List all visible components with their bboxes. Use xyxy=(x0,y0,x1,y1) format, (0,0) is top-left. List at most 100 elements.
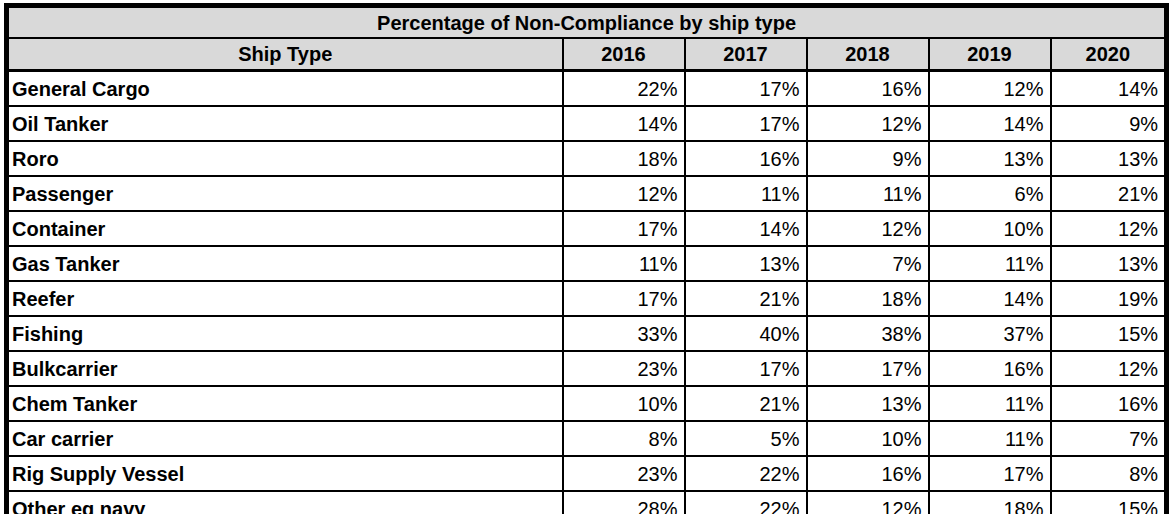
table-row: Container17%14%12%10%12% xyxy=(7,211,1167,246)
table-title: Percentage of Non-Compliance by ship typ… xyxy=(7,6,1167,39)
ship-type-cell: Gas Tanker xyxy=(7,246,563,281)
value-cell: 19% xyxy=(1051,281,1167,316)
column-header-year-2016: 2016 xyxy=(563,38,685,71)
value-cell: 14% xyxy=(563,106,685,141)
value-cell: 15% xyxy=(1051,491,1167,514)
value-cell: 11% xyxy=(929,421,1051,456)
value-cell: 9% xyxy=(807,141,929,176)
value-cell: 28% xyxy=(563,491,685,514)
ship-type-cell: Car carrier xyxy=(7,421,563,456)
ship-type-cell: Bulkcarrier xyxy=(7,351,563,386)
value-cell: 8% xyxy=(563,421,685,456)
value-cell: 21% xyxy=(685,281,807,316)
table-row: Rig Supply Vessel23%22%16%17%8% xyxy=(7,456,1167,491)
value-cell: 13% xyxy=(1051,141,1167,176)
value-cell: 8% xyxy=(1051,456,1167,491)
value-cell: 16% xyxy=(807,456,929,491)
value-cell: 18% xyxy=(929,491,1051,514)
value-cell: 21% xyxy=(1051,176,1167,211)
value-cell: 22% xyxy=(563,71,685,107)
table-header-row: Ship Type20162017201820192020 xyxy=(7,38,1167,71)
column-header-year-2018: 2018 xyxy=(807,38,929,71)
value-cell: 6% xyxy=(929,176,1051,211)
value-cell: 10% xyxy=(807,421,929,456)
value-cell: 11% xyxy=(929,246,1051,281)
value-cell: 22% xyxy=(685,456,807,491)
value-cell: 17% xyxy=(563,211,685,246)
non-compliance-table: Percentage of Non-Compliance by ship typ… xyxy=(4,3,1169,514)
ship-type-cell: Container xyxy=(7,211,563,246)
value-cell: 17% xyxy=(929,456,1051,491)
table-row: General Cargo22%17%16%12%14% xyxy=(7,71,1167,107)
table-row: Chem Tanker10%21%13%11%16% xyxy=(7,386,1167,421)
value-cell: 22% xyxy=(685,491,807,514)
ship-type-cell: Oil Tanker xyxy=(7,106,563,141)
value-cell: 15% xyxy=(1051,316,1167,351)
table-row: Car carrier8%5%10%11%7% xyxy=(7,421,1167,456)
ship-type-cell: Passenger xyxy=(7,176,563,211)
value-cell: 11% xyxy=(807,176,929,211)
value-cell: 13% xyxy=(1051,246,1167,281)
value-cell: 16% xyxy=(929,351,1051,386)
value-cell: 17% xyxy=(685,71,807,107)
value-cell: 12% xyxy=(929,71,1051,107)
value-cell: 12% xyxy=(563,176,685,211)
table-title-row: Percentage of Non-Compliance by ship typ… xyxy=(7,6,1167,39)
ship-type-cell: Roro xyxy=(7,141,563,176)
table-row: Other eg navy28%22%12%18%15% xyxy=(7,491,1167,514)
column-header-year-2017: 2017 xyxy=(685,38,807,71)
value-cell: 9% xyxy=(1051,106,1167,141)
value-cell: 37% xyxy=(929,316,1051,351)
value-cell: 33% xyxy=(563,316,685,351)
value-cell: 11% xyxy=(563,246,685,281)
ship-type-cell: Chem Tanker xyxy=(7,386,563,421)
value-cell: 16% xyxy=(1051,386,1167,421)
value-cell: 13% xyxy=(929,141,1051,176)
value-cell: 12% xyxy=(1051,211,1167,246)
non-compliance-table-page: Percentage of Non-Compliance by ship typ… xyxy=(0,0,1173,514)
table-row: Roro18%16%9%13%13% xyxy=(7,141,1167,176)
ship-type-cell: Reefer xyxy=(7,281,563,316)
value-cell: 23% xyxy=(563,351,685,386)
value-cell: 14% xyxy=(929,106,1051,141)
value-cell: 13% xyxy=(807,386,929,421)
table-row: Reefer17%21%18%14%19% xyxy=(7,281,1167,316)
value-cell: 12% xyxy=(1051,351,1167,386)
column-header-ship-type: Ship Type xyxy=(7,38,563,71)
value-cell: 17% xyxy=(807,351,929,386)
value-cell: 23% xyxy=(563,456,685,491)
value-cell: 14% xyxy=(929,281,1051,316)
value-cell: 18% xyxy=(807,281,929,316)
value-cell: 12% xyxy=(807,211,929,246)
ship-type-cell: Rig Supply Vessel xyxy=(7,456,563,491)
value-cell: 11% xyxy=(685,176,807,211)
value-cell: 10% xyxy=(563,386,685,421)
value-cell: 40% xyxy=(685,316,807,351)
value-cell: 16% xyxy=(807,71,929,107)
value-cell: 14% xyxy=(685,211,807,246)
value-cell: 16% xyxy=(685,141,807,176)
column-header-year-2020: 2020 xyxy=(1051,38,1167,71)
value-cell: 14% xyxy=(1051,71,1167,107)
value-cell: 17% xyxy=(685,106,807,141)
value-cell: 17% xyxy=(563,281,685,316)
value-cell: 17% xyxy=(685,351,807,386)
value-cell: 38% xyxy=(807,316,929,351)
table-row: Oil Tanker14%17%12%14%9% xyxy=(7,106,1167,141)
value-cell: 13% xyxy=(685,246,807,281)
value-cell: 11% xyxy=(929,386,1051,421)
table-row: Bulkcarrier23%17%17%16%12% xyxy=(7,351,1167,386)
ship-type-cell: Fishing xyxy=(7,316,563,351)
value-cell: 5% xyxy=(685,421,807,456)
value-cell: 21% xyxy=(685,386,807,421)
column-header-year-2019: 2019 xyxy=(929,38,1051,71)
value-cell: 18% xyxy=(563,141,685,176)
value-cell: 7% xyxy=(1051,421,1167,456)
value-cell: 10% xyxy=(929,211,1051,246)
table-row: Passenger12%11%11%6%21% xyxy=(7,176,1167,211)
ship-type-cell: Other eg navy xyxy=(7,491,563,514)
value-cell: 7% xyxy=(807,246,929,281)
ship-type-cell: General Cargo xyxy=(7,71,563,107)
value-cell: 12% xyxy=(807,106,929,141)
table-row: Gas Tanker11%13%7%11%13% xyxy=(7,246,1167,281)
